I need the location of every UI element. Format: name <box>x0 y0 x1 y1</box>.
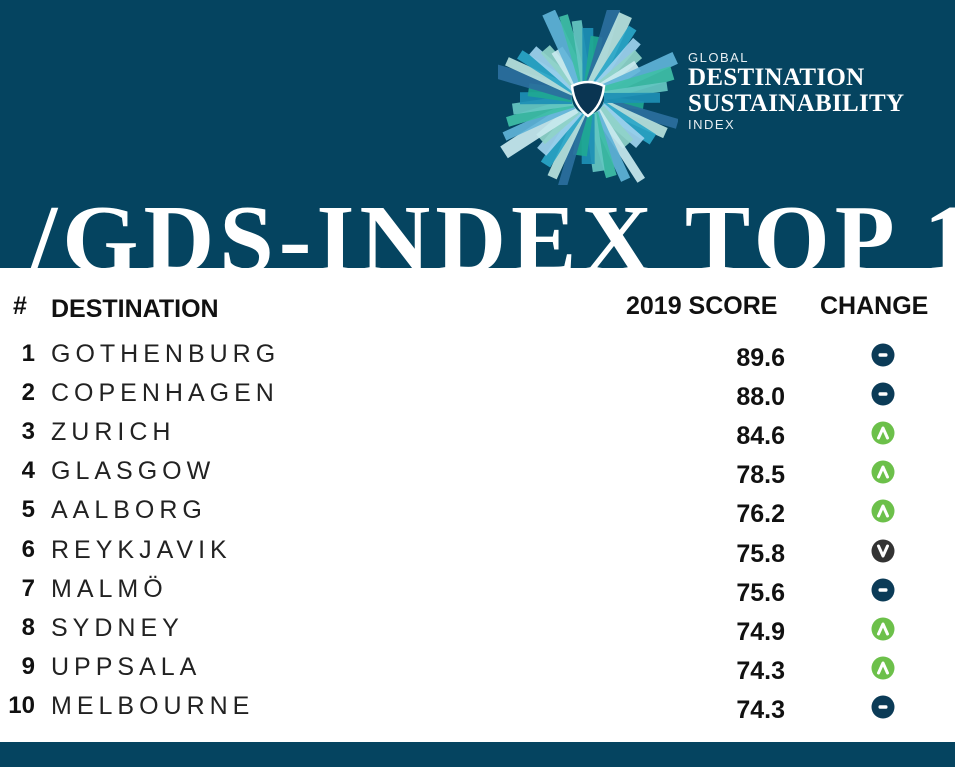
down-arrow-icon <box>871 539 895 562</box>
table-row: 10 MELBOURNE 74.3 <box>0 690 955 729</box>
header-rank: # <box>13 292 27 320</box>
row-destination: AALBORG <box>51 496 207 525</box>
row-rank: 3 <box>21 418 35 446</box>
row-score: 75.8 <box>736 539 785 568</box>
row-destination: REYKJAVIK <box>51 535 232 564</box>
row-score: 78.5 <box>736 461 785 490</box>
row-score: 74.3 <box>736 695 785 724</box>
logo-index: INDEX <box>688 117 736 132</box>
up-arrow-icon <box>871 617 895 641</box>
table-row: 1 GOTHENBURG 89.6 <box>0 338 955 377</box>
header-destination: DESTINATION <box>51 295 219 323</box>
row-destination: COPENHAGEN <box>51 379 279 408</box>
row-rank: 2 <box>21 379 35 407</box>
row-score: 89.6 <box>736 344 785 372</box>
row-score: 74.3 <box>736 656 785 685</box>
up-arrow-icon <box>871 499 895 523</box>
row-rank: 7 <box>21 574 35 602</box>
footer-bar <box>0 742 955 767</box>
table-row: 8 SYDNEY 74.9 <box>0 612 955 651</box>
header-change: CHANGE <box>820 292 929 320</box>
row-score: 88.0 <box>736 383 785 412</box>
row-destination: GLASGOW <box>51 457 216 486</box>
no-change-icon <box>871 578 895 602</box>
row-destination: ZURICH <box>51 418 176 447</box>
up-arrow-icon <box>871 421 895 445</box>
row-rank: 9 <box>21 652 35 680</box>
row-rank: 10 <box>8 691 35 719</box>
no-change-icon <box>871 695 895 719</box>
table-row: 7 MALMÖ 75.6 <box>0 573 955 612</box>
no-change-icon <box>871 343 895 367</box>
row-rank: 4 <box>21 457 35 485</box>
table-row: 4 GLASGOW 78.5 <box>0 455 955 494</box>
table-row: 2 COPENHAGEN 88.0 <box>0 377 955 416</box>
table-row: 9 UPPSALA 74.3 <box>0 651 955 690</box>
row-destination: GOTHENBURG <box>51 340 281 368</box>
row-score: 84.6 <box>736 422 785 451</box>
header-score: 2019 SCORE <box>626 292 778 320</box>
row-rank: 6 <box>21 535 35 563</box>
logo-sustainability: SUSTAINABILITY <box>688 90 905 117</box>
table-row: 3 ZURICH 84.6 <box>0 416 955 455</box>
row-destination: MELBOURNE <box>51 691 255 720</box>
page-title: /GDS-INDEX TOP 10 <box>30 186 955 268</box>
table-row: 5 AALBORG 76.2 <box>0 494 955 533</box>
row-rank: 5 <box>21 496 35 524</box>
logo-wordmark: GLOBAL DESTINATION SUSTAINABILITY INDEX <box>688 50 904 132</box>
up-arrow-icon <box>871 460 895 484</box>
logo-destination: DESTINATION <box>688 64 865 91</box>
row-rank: 8 <box>21 613 35 641</box>
header-banner: GLOBAL DESTINATION SUSTAINABILITY INDEX … <box>0 0 955 268</box>
row-score: 76.2 <box>736 500 785 529</box>
gds-logo-icon <box>498 10 678 185</box>
row-score: 74.9 <box>736 617 785 646</box>
table-row: 6 REYKJAVIK 75.8 <box>0 534 955 573</box>
logo-global: GLOBAL <box>688 50 750 65</box>
row-destination: SYDNEY <box>51 613 184 642</box>
row-score: 75.6 <box>736 578 785 607</box>
row-rank: 1 <box>21 340 35 367</box>
no-change-icon <box>871 382 895 406</box>
row-destination: UPPSALA <box>51 652 202 681</box>
row-destination: MALMÖ <box>51 574 168 603</box>
up-arrow-icon <box>871 656 895 680</box>
